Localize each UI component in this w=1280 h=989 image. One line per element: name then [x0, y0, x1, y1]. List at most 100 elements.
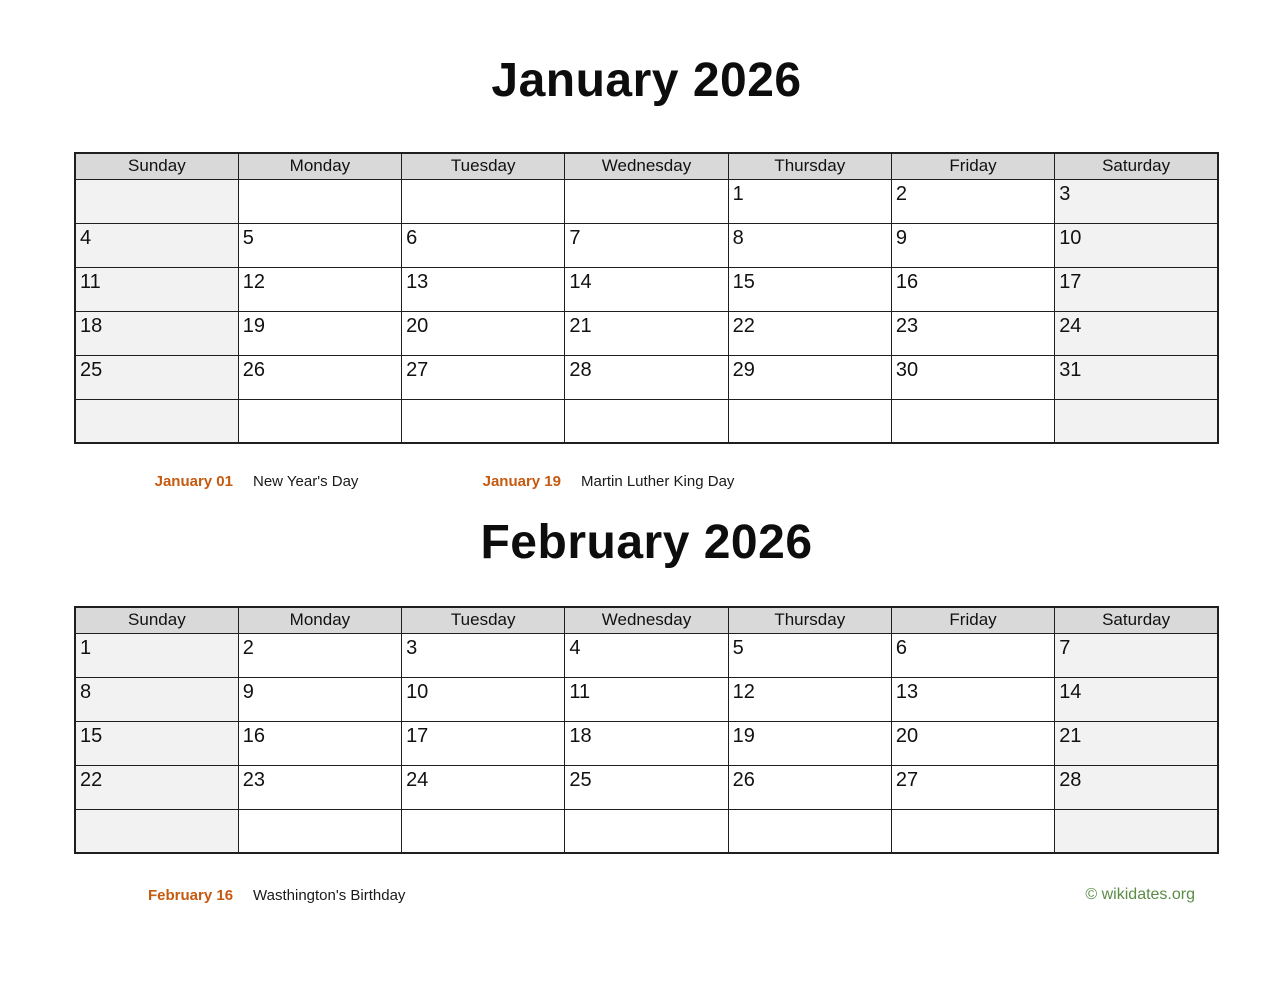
holiday-date: February 16	[148, 886, 234, 904]
week-row	[74, 398, 1219, 444]
day-cell-4: 4	[74, 222, 239, 268]
weekday-header-sunday: Sunday	[74, 606, 239, 634]
day-cell-empty	[401, 178, 566, 224]
holiday-date: January 01	[154, 472, 233, 490]
day-cell-25: 25	[564, 764, 729, 810]
day-cell-28: 28	[564, 354, 729, 400]
weekday-header-wednesday: Wednesday	[564, 152, 729, 180]
day-cell-12: 12	[727, 676, 892, 722]
day-cell-20: 20	[401, 310, 566, 356]
day-cell-empty	[237, 178, 403, 224]
weekday-header-thursday: Thursday	[727, 152, 892, 180]
day-cell-empty	[890, 398, 1056, 444]
day-cell-14: 14	[564, 266, 729, 312]
day-cell-23: 23	[890, 310, 1056, 356]
day-cell-20: 20	[890, 720, 1056, 766]
day-cell-13: 13	[890, 676, 1056, 722]
day-cell-14: 14	[1054, 676, 1219, 722]
day-cell-10: 10	[401, 676, 566, 722]
january-holiday-row: January 01 New Year's Day January 19 Martin…	[0, 466, 1280, 496]
day-cell-16: 16	[890, 266, 1056, 312]
weekday-header-friday: Friday	[890, 606, 1056, 634]
day-cell-empty	[564, 178, 729, 224]
day-cell-empty	[74, 808, 239, 854]
day-cell-18: 18	[74, 310, 239, 356]
january-calendar-grid: Sunday Monday Tuesday Wednesday Thursday Frid…	[74, 152, 1219, 444]
month-title-february: February 2026	[480, 516, 813, 569]
weekday-header-wednesday: Wednesday	[564, 606, 729, 634]
holiday-name: Wasthington's Birthday	[253, 886, 406, 904]
day-cell-16: 16	[237, 720, 403, 766]
day-cell-21: 21	[1054, 720, 1219, 766]
day-cell-4: 4	[564, 632, 729, 678]
day-cell-empty	[74, 398, 239, 444]
day-cell-2: 2	[237, 632, 403, 678]
day-cell-7: 7	[564, 222, 729, 268]
day-cell-5: 5	[237, 222, 403, 268]
wikidates-copyright-link[interactable]: © wikidates.org	[1085, 886, 1195, 903]
month-january: January 2026 Sunday Monday Tuesday Wednesda…	[0, 52, 1280, 496]
day-cell-empty	[890, 808, 1056, 854]
day-cell-25: 25	[74, 354, 239, 400]
day-cell-empty	[401, 398, 566, 444]
day-cell-1: 1	[727, 178, 892, 224]
day-cell-22: 22	[74, 764, 239, 810]
day-cell-empty	[1054, 808, 1219, 854]
day-cell-empty	[727, 398, 892, 444]
month-february: February 2026 Sunday Monday Tuesday Wednesd…	[0, 514, 1280, 910]
weekday-header-row: Sunday Monday Tuesday Wednesday Thursday Frid…	[74, 152, 1219, 180]
day-cell-6: 6	[890, 632, 1056, 678]
day-cell-23: 23	[237, 764, 403, 810]
weekday-header-saturday: Saturday	[1054, 152, 1219, 180]
february-calendar-grid: Sunday Monday Tuesday Wednesday Thursday Frid…	[74, 606, 1219, 854]
day-cell-31: 31	[1054, 354, 1219, 400]
day-cell-15: 15	[74, 720, 239, 766]
day-cell-empty	[237, 398, 403, 444]
day-cell-empty	[564, 398, 729, 444]
day-cell-11: 11	[564, 676, 729, 722]
day-cell-8: 8	[74, 676, 239, 722]
holiday-entry: January 01 New Year's Day	[148, 466, 359, 496]
weekday-header-sunday: Sunday	[74, 152, 239, 180]
day-cell-28: 28	[1054, 764, 1219, 810]
week-row: 8 9 10 11 12 13 14	[74, 676, 1219, 722]
day-cell-8: 8	[727, 222, 892, 268]
weekday-header-tuesday: Tuesday	[401, 152, 566, 180]
february-holiday-row: © wikidates.org February 16 Wasthington's…	[0, 880, 1280, 910]
day-cell-13: 13	[401, 266, 566, 312]
day-cell-19: 19	[237, 310, 403, 356]
day-cell-2: 2	[890, 178, 1056, 224]
day-cell-27: 27	[401, 354, 566, 400]
day-cell-3: 3	[1054, 178, 1219, 224]
day-cell-30: 30	[890, 354, 1056, 400]
week-row: 4 5 6 7 8 9 10	[74, 222, 1219, 268]
day-cell-empty	[727, 808, 892, 854]
weekday-header-tuesday: Tuesday	[401, 606, 566, 634]
day-cell-26: 26	[727, 764, 892, 810]
day-cell-17: 17	[401, 720, 566, 766]
day-cell-19: 19	[727, 720, 892, 766]
weekday-header-thursday: Thursday	[727, 606, 892, 634]
day-cell-18: 18	[564, 720, 729, 766]
weekday-header-row: Sunday Monday Tuesday Wednesday Thursday Frid…	[74, 606, 1219, 634]
day-cell-7: 7	[1054, 632, 1219, 678]
week-row: 11 12 13 14 15 16 17	[74, 266, 1219, 312]
day-cell-3: 3	[401, 632, 566, 678]
day-cell-empty	[1054, 398, 1219, 444]
holiday-name: New Year's Day	[253, 472, 359, 490]
weekday-header-monday: Monday	[237, 152, 403, 180]
week-row: 18 19 20 21 22 23 24	[74, 310, 1219, 356]
day-cell-empty	[401, 808, 566, 854]
week-row: 15 16 17 18 19 20 21	[74, 720, 1219, 766]
day-cell-17: 17	[1054, 266, 1219, 312]
week-row: 22 23 24 25 26 27 28	[74, 764, 1219, 810]
day-cell-12: 12	[237, 266, 403, 312]
day-cell-empty	[74, 178, 239, 224]
day-cell-24: 24	[401, 764, 566, 810]
day-cell-29: 29	[727, 354, 892, 400]
day-cell-15: 15	[727, 266, 892, 312]
holiday-date: January 19	[482, 472, 561, 490]
day-cell-27: 27	[890, 764, 1056, 810]
